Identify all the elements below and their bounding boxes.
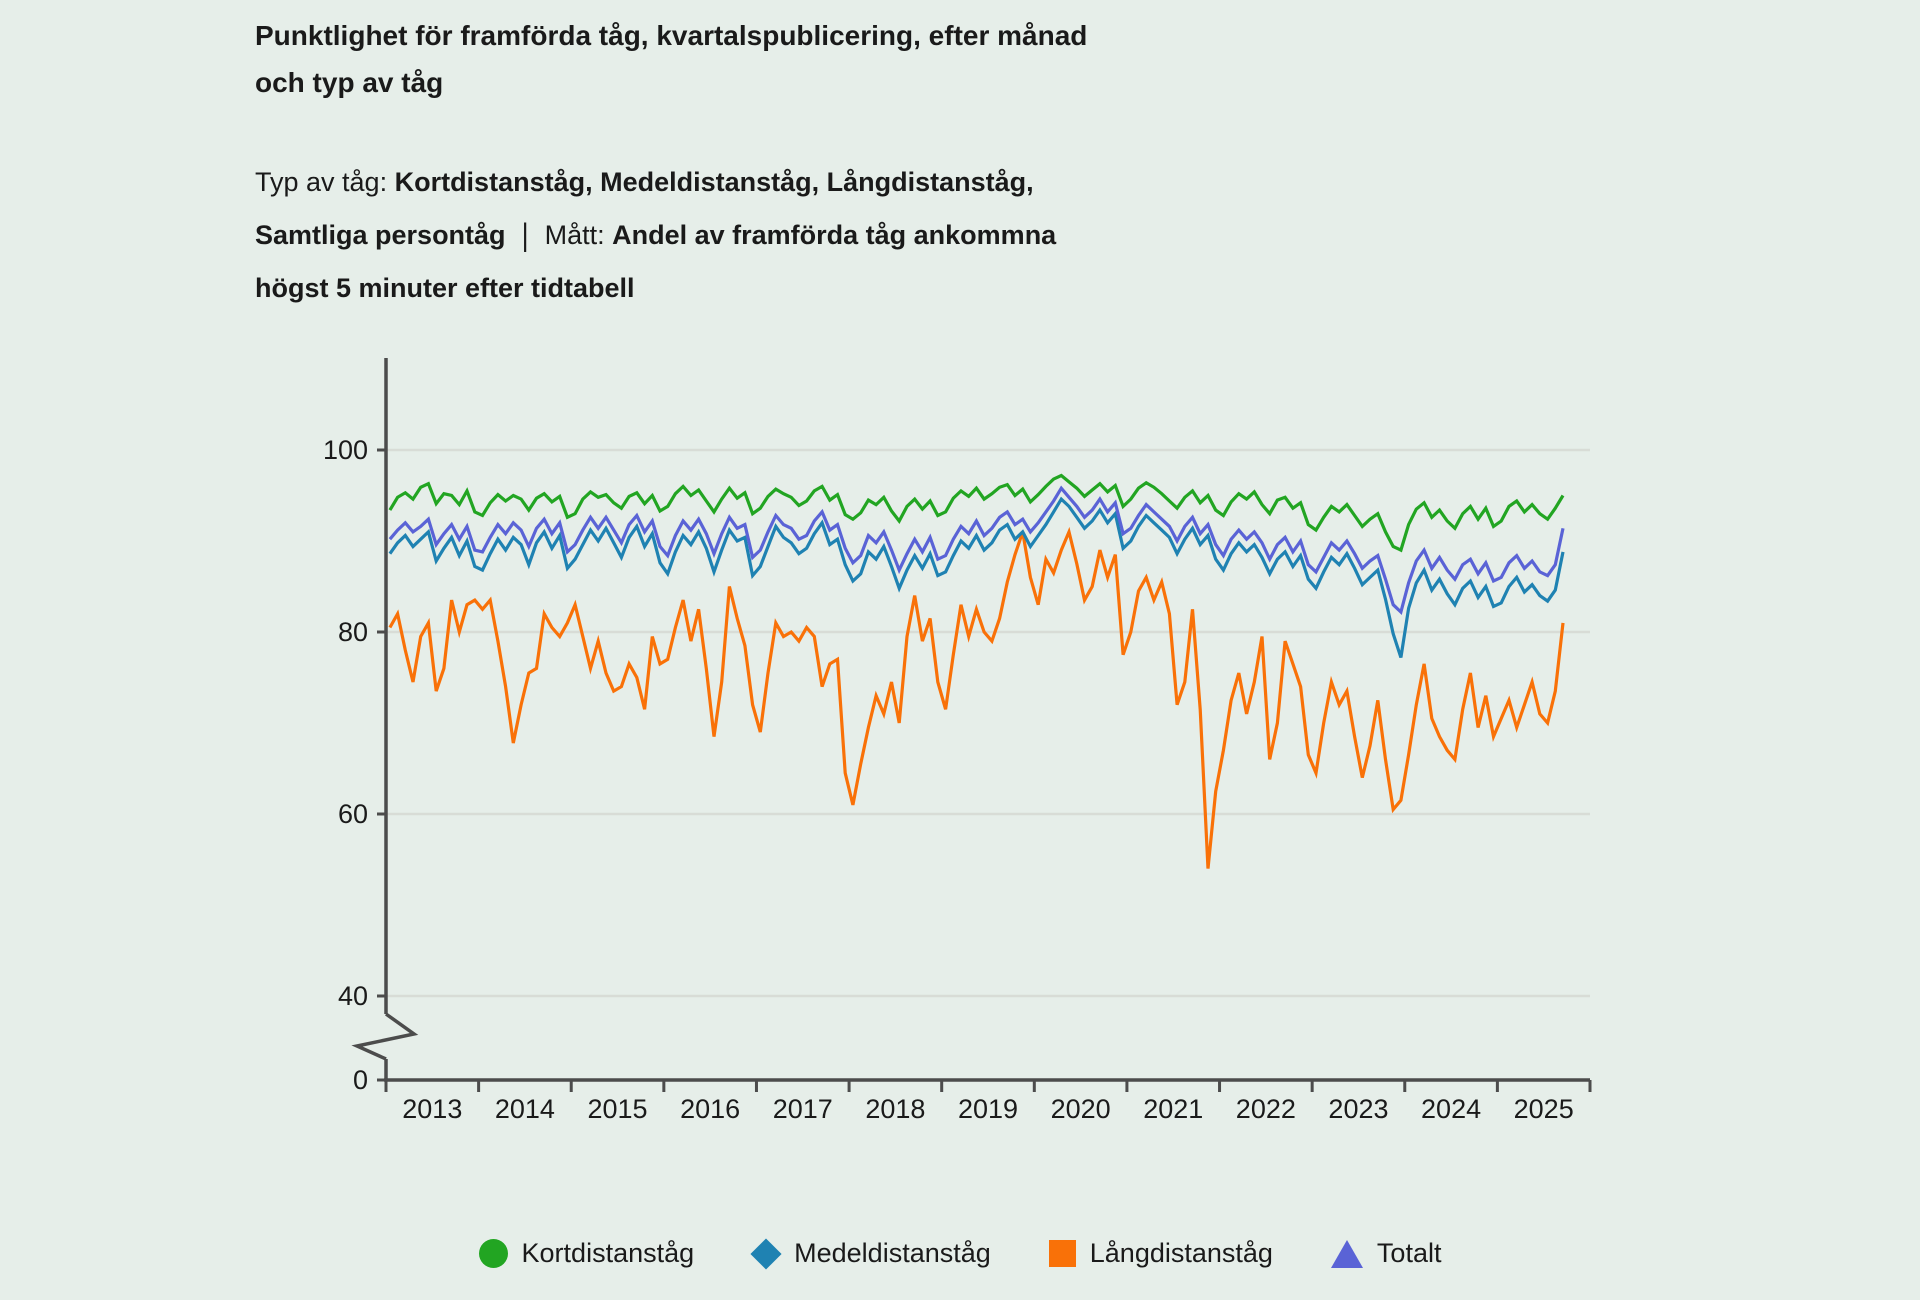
x-axis-label: 2017 — [773, 1094, 833, 1124]
line-chart: 100 80 60 40 0 2013 2014 2015 2016 2017 2018 2019 20… — [323, 358, 1592, 1124]
subtitle-line3: högst 5 minuter efter tidtabell — [255, 262, 1056, 315]
axis-labels: 100 80 60 40 0 2013 2014 2015 2016 2017 2018 2019 20… — [323, 435, 1574, 1124]
x-axis-label: 2022 — [1236, 1094, 1296, 1124]
y-axis-break-icon — [351, 1012, 419, 1061]
measure-value-1: Andel av framförda tåg ankommna — [612, 220, 1057, 250]
legend: Kortdistanståg Medeldistanståg Långdista… — [0, 1237, 1920, 1270]
chart-title-line2: och typ av tåg — [255, 67, 444, 98]
series-lines — [388, 473, 1565, 869]
x-axis-label: 2019 — [958, 1094, 1018, 1124]
legend-label: Medeldistanståg — [794, 1238, 991, 1268]
series-line-kortdistanståg — [388, 473, 1565, 553]
x-axis-label: 2025 — [1514, 1094, 1574, 1124]
gridlines — [386, 448, 1590, 998]
legend-label: Totalt — [1376, 1238, 1442, 1268]
y-axis-label: 100 — [323, 435, 368, 465]
x-axis-label: 2020 — [1051, 1094, 1111, 1124]
triangle-marker-icon — [1330, 1239, 1363, 1268]
x-axis-label: 2024 — [1421, 1094, 1481, 1124]
y-axis-label: 0 — [353, 1065, 368, 1095]
legend-item-medeldistanstag: Medeldistanståg — [750, 1237, 991, 1270]
axes — [351, 358, 1592, 1092]
series-line-totalt — [388, 485, 1565, 616]
series-line-medeldistanståg — [388, 496, 1565, 658]
y-axis-label: 40 — [338, 981, 368, 1011]
type-value-2: Samtliga persontåg — [255, 220, 506, 250]
x-axis-label: 2013 — [402, 1094, 462, 1124]
type-value-1: Kortdistanståg, Medeldistanståg, Långdis… — [394, 167, 1034, 197]
x-axis-label: 2018 — [865, 1094, 925, 1124]
subtitle-separator: | — [521, 217, 529, 253]
legend-item-totalt: Totalt — [1330, 1238, 1442, 1269]
legend-label: Kortdistanståg — [521, 1238, 695, 1268]
x-axis-label: 2023 — [1328, 1094, 1388, 1124]
subtitle-line2: Samtliga persontåg | Mått: Andel av framfö… — [255, 209, 1056, 262]
measure-value-2: högst 5 minuter efter tidtabell — [255, 273, 635, 303]
legend-label: Långdistanståg — [1089, 1238, 1273, 1268]
type-label: Typ av tåg: — [255, 167, 395, 197]
x-axis-label: 2016 — [680, 1094, 740, 1124]
x-axis-label: 2015 — [587, 1094, 647, 1124]
square-marker-icon — [1048, 1240, 1076, 1267]
diamond-marker-icon — [750, 1237, 782, 1270]
series-line-långdistanståg — [388, 526, 1565, 869]
chart-title: Punktlighet för framförda tåg, kvartalsp… — [255, 12, 1087, 106]
chart-subtitle: Typ av tåg: Kortdistanståg, Medeldistans… — [255, 156, 1056, 315]
legend-item-langdistanstag: Långdistanståg — [1048, 1238, 1273, 1269]
chart-title-line1: Punktlighet för framförda tåg, kvartalsp… — [255, 20, 1088, 51]
subtitle-line1: Typ av tåg: Kortdistanståg, Medeldistans… — [255, 156, 1056, 209]
y-axis-label: 80 — [338, 617, 368, 647]
y-axis-label: 60 — [338, 799, 368, 829]
circle-marker-icon — [478, 1239, 508, 1268]
legend-item-kortdistanstag: Kortdistanståg — [478, 1238, 695, 1269]
x-axis-label: 2014 — [495, 1094, 555, 1124]
x-axis-label: 2021 — [1143, 1094, 1203, 1124]
measure-label: Mått: — [544, 220, 613, 250]
